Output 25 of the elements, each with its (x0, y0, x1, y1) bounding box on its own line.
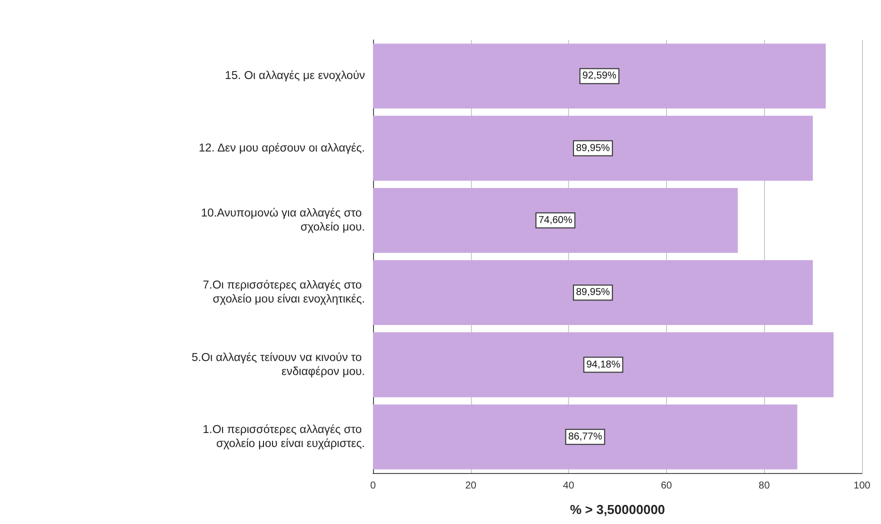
x-tick-label: 60 (660, 480, 672, 492)
x-tick-label: 80 (758, 480, 770, 492)
bar (373, 260, 813, 326)
x-axis-title: % > 3,50000000 (570, 502, 666, 517)
bar (373, 116, 813, 181)
bar (373, 404, 798, 470)
bar (373, 188, 738, 253)
y-tick-label: 7.Οι περισσότερες αλλαγές στο σχολείο μου είναι ενοχλητικές. (202, 280, 365, 306)
y-tick-label: 12. Δεν μου αρέσουν οι αλλαγές. (198, 142, 365, 154)
bar (373, 44, 826, 109)
x-tick-label: 20 (465, 480, 477, 492)
y-tick-label: 1.Οι περισσότερες αλλαγές στο σχολείο μου είναι ευχάριστες. (202, 424, 365, 450)
data-label: 86,77% (568, 431, 602, 442)
data-label: 89,95% (576, 287, 610, 298)
data-label: 89,95% (576, 142, 610, 154)
x-tick-label: 40 (563, 480, 575, 492)
data-label: 92,59% (582, 70, 616, 82)
x-tick-label: 0 (370, 480, 376, 492)
y-tick-label: 15. Οι αλλαγές με ενοχλούν (224, 70, 366, 82)
data-label: 94,18% (586, 359, 620, 370)
bar (373, 332, 834, 398)
y-tick-label: 10.Ανυπομονώ για αλλαγές στο σχολείο μου. (200, 207, 365, 234)
y-tick-label: 5.Οι αλλαγές τείνουν να κινούν το ενδιαφέρον μου. (192, 352, 365, 378)
data-label: 74,60% (538, 214, 572, 226)
x-tick-label: 100 (854, 480, 871, 492)
